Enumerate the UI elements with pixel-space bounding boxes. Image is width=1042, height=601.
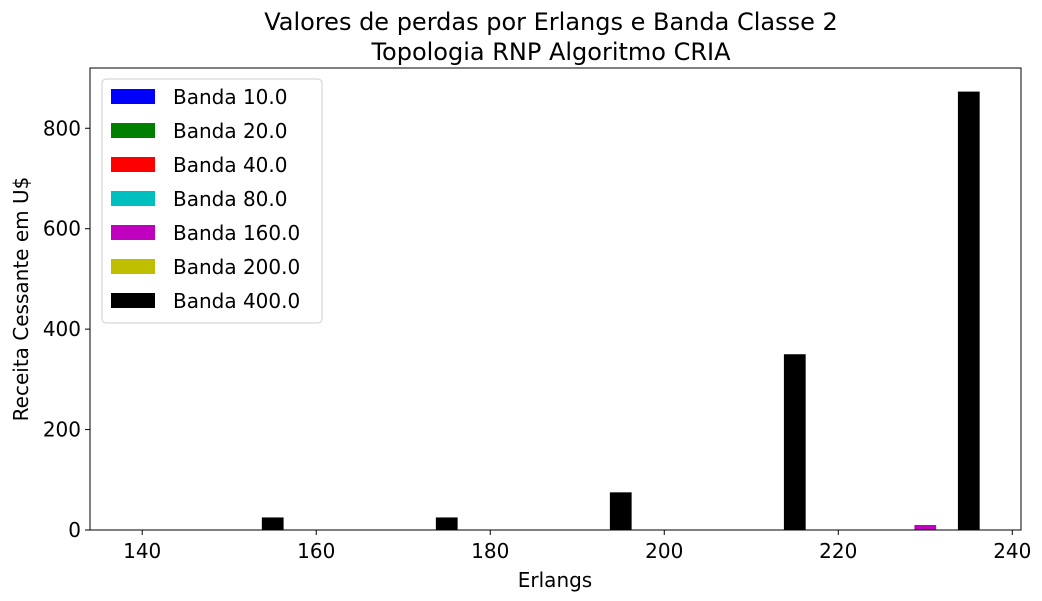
legend-label: Banda 80.0 (173, 187, 288, 211)
legend-swatch-banda-10-0 (111, 89, 155, 104)
legend-swatch-banda-400-0 (111, 293, 155, 308)
x-tick-label: 140 (123, 539, 161, 563)
bar-banda-400-0-1 (435, 517, 458, 530)
legend-label: Banda 400.0 (173, 289, 300, 313)
legend-swatch-banda-200-0 (111, 259, 155, 274)
bar-banda-400-0-4 (957, 91, 980, 530)
x-ticks-group: 140 160 180 200 220 240 (123, 530, 1031, 563)
chart-title-line1: Valores de perdas por Erlangs e Banda Cl… (264, 8, 838, 36)
legend-swatch-banda-80-0 (111, 191, 155, 206)
bar-banda-400-0-0 (261, 517, 284, 530)
legend-swatch-banda-160-0 (111, 225, 155, 240)
legend-swatch-banda-20-0 (111, 123, 155, 138)
legend-label: Banda 160.0 (173, 221, 300, 245)
plot-frame (89, 67, 1022, 531)
x-tick-label: 160 (297, 539, 335, 563)
x-tick-label: 200 (645, 539, 683, 563)
bars-group (261, 91, 980, 530)
y-ticks-group: 0 200 400 600 800 (43, 116, 90, 542)
x-tick-label: 180 (471, 539, 509, 563)
legend-label: Banda 10.0 (173, 85, 288, 109)
legend-frame (101, 78, 323, 324)
legend-label: Banda 40.0 (173, 153, 288, 177)
x-tick-label: 240 (993, 539, 1031, 563)
x-tick-label: 220 (819, 539, 857, 563)
legend: Banda 10.0 Banda 20.0 Banda 40.0 Banda 80.0… (101, 78, 323, 324)
bar-banda-400-0-3 (783, 354, 806, 530)
x-axis-label: Erlangs (518, 568, 592, 592)
y-tick-label: 800 (43, 116, 81, 140)
y-tick-label: 600 (43, 217, 81, 241)
y-axis-label: Receita Cessante em U$ (9, 177, 33, 422)
y-tick-label: 200 (43, 418, 81, 442)
chart-title-line2: Topologia RNP Algoritmo CRIA (370, 38, 731, 66)
y-tick-label: 0 (68, 518, 81, 542)
legend-label: Banda 20.0 (173, 119, 288, 143)
legend-label: Banda 200.0 (173, 255, 300, 279)
legend-items: Banda 10.0 Banda 20.0 Banda 40.0 Banda 80.0… (111, 85, 300, 313)
bar-banda-400-0-2 (609, 492, 632, 530)
legend-swatch-banda-40-0 (111, 157, 155, 172)
bar-banda-160-0-0 (914, 524, 937, 530)
y-tick-label: 400 (43, 317, 81, 341)
